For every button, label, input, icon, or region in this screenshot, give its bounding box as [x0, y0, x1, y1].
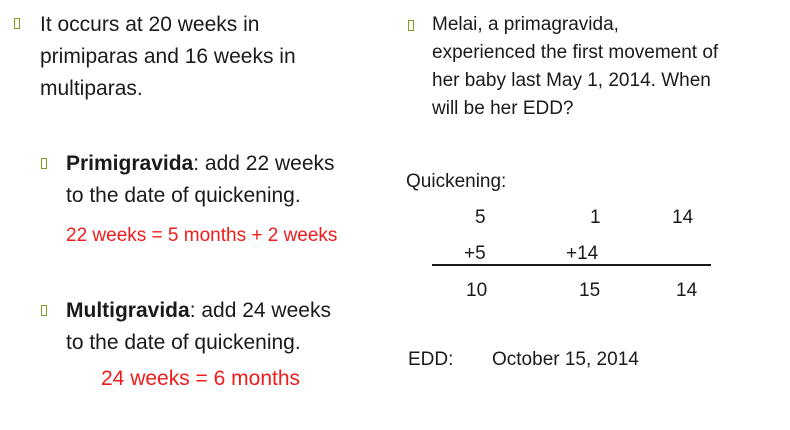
bullet-icon	[41, 305, 47, 316]
primigravida-line-2: to the date of quickening.	[66, 184, 301, 207]
edd-value: October 15, 2014	[492, 349, 639, 370]
multigravida-line-1: Multigravida: add 24 weeks	[66, 296, 331, 325]
primigravida-rule: : add 22 weeks	[193, 152, 335, 175]
quickening-timing-line-3: multiparas.	[40, 77, 143, 100]
calc-add-days: +14	[566, 243, 599, 264]
quickening-timing-line-2: primiparas and 16 weeks in	[40, 45, 296, 68]
quickening-timing-line-1: It occurs at 20 weeks in	[40, 13, 260, 36]
primigravida-term: Primigravida	[66, 152, 194, 175]
bullet-icon	[408, 20, 414, 31]
result-year: 14	[676, 280, 698, 301]
edd-label: EDD:	[408, 349, 454, 370]
multigravida-rule: : add 24 weeks	[189, 299, 331, 322]
calc-year: 14	[672, 207, 694, 228]
question-line-1: Melai, a primagravida,	[432, 14, 619, 35]
primigravida-note: 22 weeks = 5 months + 2 weeks	[66, 225, 338, 246]
result-month: 10	[466, 280, 488, 301]
calc-month: 5	[475, 207, 486, 228]
calc-day: 1	[590, 207, 601, 228]
sum-line	[432, 264, 711, 266]
quickening-label: Quickening:	[406, 171, 507, 192]
result-day: 15	[579, 280, 601, 301]
bullet-icon	[14, 18, 20, 29]
multigravida-note: 24 weeks = 6 months	[101, 367, 301, 390]
multigravida-term: Multigravida	[66, 299, 190, 322]
question-line-2: experienced the first movement of	[432, 42, 719, 63]
question-line-4: will be her EDD?	[432, 98, 574, 119]
question-line-3: her baby last May 1, 2014. When	[432, 70, 711, 91]
calc-add-months: +5	[464, 243, 486, 264]
bullet-icon	[41, 158, 47, 169]
multigravida-line-2: to the date of quickening.	[66, 331, 301, 354]
primigravida-line-1: Primigravida: add 22 weeks	[66, 149, 335, 178]
